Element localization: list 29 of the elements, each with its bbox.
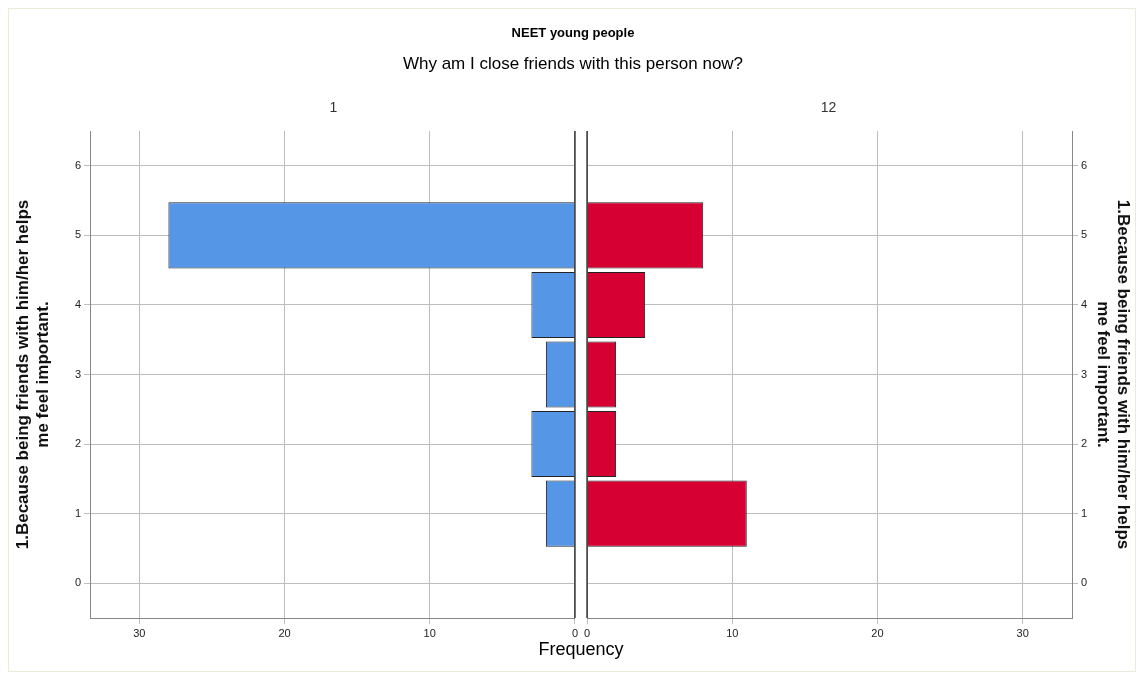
x-tick-label: 20: [871, 626, 884, 639]
y-tick-label: 3: [74, 367, 81, 380]
y-tick-label: 1: [1081, 506, 1088, 519]
y-tick-label: 3: [1081, 367, 1088, 380]
y-tick-label: 0: [1081, 576, 1088, 589]
y-tick-label: 6: [74, 158, 81, 171]
x2-axis-title: 1: [328, 99, 339, 115]
x-tick-label: 0: [584, 626, 591, 639]
y-tick-label: 6: [1081, 158, 1088, 171]
y-tick-label: 4: [1081, 297, 1088, 310]
y-tick-label: 5: [74, 228, 81, 241]
x-tick-label: 30: [1016, 626, 1029, 639]
y-tick-label: 5: [1081, 228, 1088, 241]
chart-title: NEET young people: [510, 25, 636, 40]
x-tick-label: 10: [423, 626, 436, 639]
y-tick-label: 2: [1081, 437, 1088, 450]
x2-axis-title: 12: [819, 99, 838, 115]
x-tick-label: 30: [133, 626, 146, 639]
chart-subtitle: Why am I close friends with this person now?: [401, 54, 745, 74]
y-tick-label: 0: [74, 576, 81, 589]
x-tick-label: 0: [571, 626, 578, 639]
x-axis-title: Frequency: [537, 639, 625, 660]
x-tick-label: 10: [726, 626, 739, 639]
y-axis-title: 1.Because being friends with him/her helps me feel important.: [1093, 199, 1134, 550]
x-tick-label: 20: [278, 626, 291, 639]
y-tick-label: 4: [74, 297, 81, 310]
y-tick-label: 1: [74, 506, 81, 519]
y-tick-label: 2: [74, 437, 81, 450]
y-axis-title: 1.Because being friends with him/her helps me feel important.: [12, 199, 53, 550]
